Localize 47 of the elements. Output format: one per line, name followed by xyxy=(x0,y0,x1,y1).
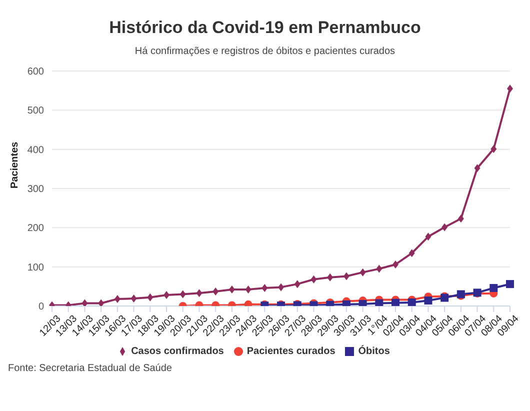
point xyxy=(392,260,398,268)
point xyxy=(506,280,514,288)
point xyxy=(458,214,464,223)
y-tick-label: 0 xyxy=(38,302,44,313)
point xyxy=(490,284,498,292)
legend-label: Pacientes curados xyxy=(246,346,336,357)
point xyxy=(343,272,350,280)
point xyxy=(360,268,366,276)
y-tick-label: 100 xyxy=(27,262,44,274)
point xyxy=(490,144,497,153)
point xyxy=(245,286,252,294)
y-tick-label: 600 xyxy=(27,66,44,78)
point xyxy=(228,286,235,294)
point xyxy=(442,223,448,232)
y-tick-label: 200 xyxy=(27,223,44,234)
point xyxy=(262,284,268,292)
y-axis-title: Pacientes xyxy=(10,141,21,188)
legend-label: Casos confirmados xyxy=(131,346,224,357)
chart-title: Histórico da Covid-19 em Pernambuco xyxy=(108,18,422,38)
point xyxy=(98,299,104,306)
point xyxy=(82,299,88,306)
point xyxy=(375,299,384,306)
point xyxy=(424,296,432,305)
point xyxy=(196,289,202,298)
point xyxy=(408,249,415,258)
point xyxy=(212,288,219,296)
point xyxy=(507,84,513,93)
point xyxy=(408,298,416,306)
point xyxy=(278,283,284,292)
point xyxy=(114,294,120,303)
y-tick-label: 400 xyxy=(27,144,44,156)
point xyxy=(147,293,154,302)
legend-label: Óbitos xyxy=(358,346,390,357)
point xyxy=(425,232,432,241)
y-tick-label: 300 xyxy=(27,184,44,196)
point xyxy=(310,275,317,284)
point xyxy=(294,280,300,288)
point xyxy=(392,298,400,306)
point xyxy=(327,273,334,282)
point xyxy=(130,294,137,303)
point xyxy=(164,291,170,300)
chart-subtitle: Há confirmações e registros de óbitos e pacientes curados xyxy=(134,46,396,57)
point xyxy=(180,290,186,298)
source-note: Fonte: Secretaria Estadual de Saúde xyxy=(8,363,173,374)
y-tick-label: 500 xyxy=(27,106,44,117)
point xyxy=(474,164,480,172)
point xyxy=(376,264,382,273)
